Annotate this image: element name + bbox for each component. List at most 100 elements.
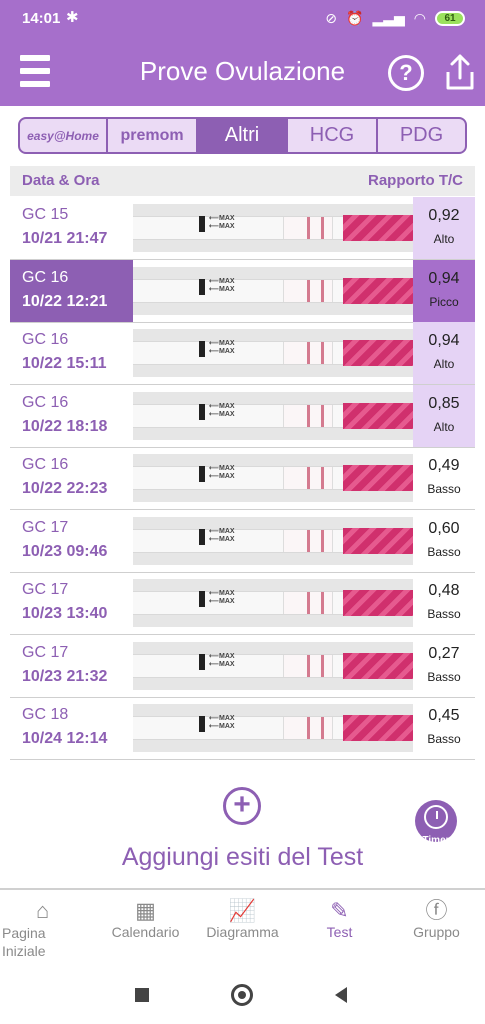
tab-pdg[interactable]: PDG [399,124,444,146]
test-strip-image[interactable]: ⟵MAX ⟵MAX [133,704,413,752]
test-row[interactable]: GC 18 10/24 12:14 ⟵MAX ⟵MAX 0,45 Basso [10,697,475,760]
row-date-info: GC 15 10/21 21:47 [10,197,133,260]
test-row[interactable]: GC 17 10/23 13:40 ⟵MAX ⟵MAX 0,48 Basso [10,572,475,635]
battery-level: 61 [444,13,456,24]
test-line [307,529,310,552]
test-strip-image[interactable]: ⟵MAX ⟵MAX [133,641,413,690]
strip-handle [199,653,205,670]
list-header: Data & Ora Rapporto T/C [10,166,475,196]
test-datetime: 10/21 21:47 [22,230,108,247]
nav-group[interactable]: ⓕ Gruppo [388,898,485,940]
strip-max-text: MAX [219,465,235,472]
test-row[interactable]: GC 15 10/21 21:47 ⟵MAX ⟵MAX 0,92 Alto [10,197,475,260]
lh-level: Basso [427,732,461,746]
strip-handle [199,528,205,545]
tab-premom[interactable]: premom [108,119,198,152]
control-line [321,592,324,614]
back-icon[interactable] [335,987,347,1003]
test-strip-image[interactable]: ⟵MAX ⟵MAX [133,329,413,377]
strip-max-marks: ⟵MAX ⟵MAX [209,402,235,418]
strip-max-marks: ⟵MAX ⟵MAX [209,715,235,730]
strip-max-marks: ⟵MAX ⟵MAX [209,215,235,230]
strip-handle [199,716,205,732]
test-strip-image[interactable]: ⟵MAX ⟵MAX [133,266,413,315]
nav-calendar[interactable]: ▦ Calendario [97,898,194,940]
bottom-nav: ⌂ Pagina Iniziale ▦ Calendario 📈 Diagram… [0,888,485,966]
test-row[interactable]: GC 16 10/22 18:18 ⟵MAX ⟵MAX 0,85 Alto [10,384,475,448]
strip-handle [199,216,205,232]
strip-handle [199,341,205,357]
menu-icon[interactable] [20,55,50,87]
strip-pink-pad [343,277,413,304]
status-bar: 14:01 ✱ ⊘ ⏰ ▂▃▅ ◠ 61 [0,0,485,40]
row-date-info: GC 16 10/22 15:11 [10,322,133,385]
row-divider [10,321,475,323]
test-line [307,217,310,239]
add-test-results-button[interactable]: Aggiungi esiti del Test [121,843,364,871]
test-strip-image[interactable]: ⟵MAX ⟵MAX [133,516,413,565]
test-line [307,467,310,489]
tc-ratio-value: 0,94 [428,269,460,287]
lh-level: Basso [427,669,461,684]
lh-level: Basso [427,482,461,496]
home-button-icon[interactable] [231,984,253,1006]
strip-max-marks: ⟵MAX ⟵MAX [209,465,235,480]
stopwatch-icon [424,805,448,829]
nav-home[interactable]: ⌂ Pagina Iniziale [0,898,97,960]
test-row[interactable]: GC 16 10/22 12:21 ⟵MAX ⟵MAX 0,94 Picco [10,259,475,323]
tab-altri[interactable]: Altri [198,119,288,152]
test-strip-image[interactable]: ⟵MAX ⟵MAX [133,454,413,502]
strip-handle [199,278,205,295]
test-line [307,404,310,427]
wifi-icon: ◠ [413,10,426,26]
test-line [307,654,310,677]
plus-circle-icon[interactable]: + [223,787,261,825]
strip-max-text: MAX [219,598,235,605]
row-divider [10,634,475,635]
test-strip-image[interactable]: ⟵MAX ⟵MAX [133,204,413,252]
strip-max-text: MAX [219,535,235,543]
test-strip-image[interactable]: ⟵MAX ⟵MAX [133,391,413,440]
row-date-info: GC 16 10/22 12:21 [10,259,133,323]
strip-pink-pad [343,402,413,429]
strip-max-marks: ⟵MAX ⟵MAX [209,590,235,605]
strip-max-text: MAX [219,277,235,285]
nav-chart[interactable]: 📈 Diagramma [194,898,291,940]
cycle-day: GC 16 [22,393,69,411]
tc-ratio-value: 0,94 [428,332,460,349]
help-icon[interactable]: ? [388,55,424,91]
test-row[interactable]: GC 17 10/23 09:46 ⟵MAX ⟵MAX 0,60 Basso [10,510,475,573]
home-icon: ⌂ [36,898,50,923]
test-row[interactable]: GC 17 10/23 21:32 ⟵MAX ⟵MAX 0,27 Basso [10,635,475,698]
ratio-cell: 0,45 Basso [413,697,475,760]
tab-hcg[interactable]: HCG [288,119,378,152]
timer-button[interactable]: Timer [415,800,457,846]
status-icons: ⊘ ⏰ ▂▃▅ ◠ 61 [325,10,465,27]
test-line [307,592,310,614]
strip-max-text: MAX [219,340,235,347]
lh-level: Basso [427,607,461,621]
ratio-cell: 0,94 Picco [413,259,475,323]
strip-handle [199,591,205,607]
test-row[interactable]: GC 16 10/22 22:23 ⟵MAX ⟵MAX 0,49 Basso [10,447,475,510]
test-strip-icon: ✎ [330,898,349,923]
share-icon[interactable] [444,52,476,92]
recent-apps-icon[interactable] [135,988,149,1002]
strip-max-text: MAX [219,402,235,410]
test-datetime: 10/23 09:46 [22,542,108,560]
nav-test[interactable]: ✎ Test [291,898,388,940]
control-line [321,404,324,427]
tc-ratio-value: 0,49 [428,457,460,474]
tab-easy-home[interactable]: easy@Home [20,119,108,152]
strip-max-text: MAX [219,715,235,722]
row-date-info: GC 17 10/23 21:32 [10,635,133,698]
test-strip-image[interactable]: ⟵MAX ⟵MAX [133,579,413,627]
lh-level: Basso [427,544,461,559]
strip-max-text: MAX [219,590,235,597]
test-row[interactable]: GC 16 10/22 15:11 ⟵MAX ⟵MAX 0,94 Alto [10,322,475,385]
strip-max-text: MAX [219,473,235,480]
chart-icon: 📈 [228,898,257,923]
strip-max-text: MAX [219,223,235,230]
nav-home-label: Pagina Iniziale [2,925,46,959]
